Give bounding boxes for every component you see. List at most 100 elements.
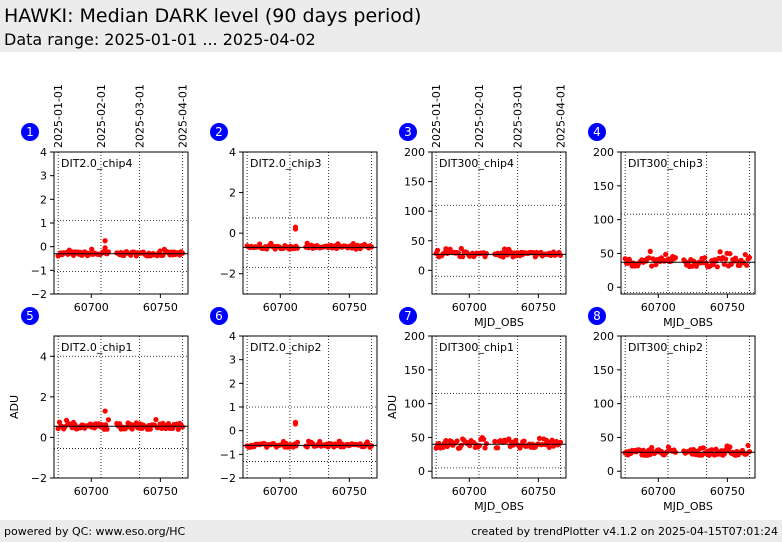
panel-6-outlier-point xyxy=(292,421,299,427)
panel-5-y-tick-label: 4 xyxy=(40,350,47,363)
panel-6-series-label: DIT2.0_chip2 xyxy=(250,341,321,354)
top-date-tick-label: 2025-01-01 xyxy=(430,84,443,148)
panel-4-data-point xyxy=(746,254,753,261)
panel-4-data-point xyxy=(646,255,652,261)
panel-4-data-point xyxy=(672,255,679,261)
panel-8-y-tick-label: 150 xyxy=(593,364,614,377)
panel-3-y-tick-label: 150 xyxy=(404,176,425,189)
panel-2-y-tick-label: −2 xyxy=(220,268,236,281)
top-date-tick-label: 2025-03-01 xyxy=(134,84,147,148)
panel-1-number-badge xyxy=(21,123,39,141)
panel-7-y-tick-label: 150 xyxy=(404,364,425,377)
panel-7-series-label: DIT300_chip1 xyxy=(439,341,514,354)
panel-5-data-point xyxy=(105,417,112,423)
panel-3-y-tick-label: 0 xyxy=(418,264,425,277)
panel-5-y-axis-label: ADU xyxy=(8,395,21,419)
top-date-tick-label: 2025-02-01 xyxy=(95,84,108,148)
panel-6-data-point xyxy=(294,439,301,445)
panel-5-data-point xyxy=(104,426,110,432)
panel-4-data-point xyxy=(622,256,628,262)
panel-1-y-tick-label: 3 xyxy=(40,170,47,183)
panel-7-data-point xyxy=(440,444,446,451)
panel-7-data-point xyxy=(482,445,488,451)
panel-7-y-tick-label: 100 xyxy=(404,398,425,411)
panel-5-data-point xyxy=(179,424,186,430)
panel-8-number-badge-text: 8 xyxy=(593,309,601,323)
panel-2-data-point xyxy=(257,241,263,247)
panel-5-number-badge xyxy=(21,307,39,325)
panel-4-y-tick-label: 50 xyxy=(600,247,614,260)
panel-7-data-point xyxy=(458,442,464,448)
panel-7-y-tick-label: 50 xyxy=(411,431,425,444)
panel-5-data-point xyxy=(153,417,159,423)
panel-4-x-axis-label: MJD_OBS xyxy=(663,316,713,329)
panel-1-outlier-point xyxy=(102,245,108,251)
panel-3-x-tick-label: 60700 xyxy=(452,301,487,314)
panel-1-number-badge-text: 1 xyxy=(26,125,34,139)
panel-4-data-point xyxy=(717,249,723,255)
panel-3-data-point xyxy=(483,250,490,257)
panel-5-data-point xyxy=(147,426,153,432)
panel-8-y-tick-label: 0 xyxy=(607,465,614,478)
panel-3-data-point xyxy=(557,252,564,258)
panel-5-x-tick-label: 60700 xyxy=(74,485,109,498)
panel-2-outlier-point xyxy=(292,226,299,232)
panel-5-data-point xyxy=(175,426,181,432)
panel-1-y-tick-label: −1 xyxy=(31,264,47,277)
panel-7-data-point xyxy=(543,437,550,443)
panel-3-data-point xyxy=(443,246,449,252)
panel-6-x-tick-label: 60700 xyxy=(263,485,298,498)
panel-1-series-label: DIT2.0_chip4 xyxy=(61,157,132,170)
panel-7-plot-frame xyxy=(431,335,567,479)
top-date-tick-label: 2025-03-01 xyxy=(512,84,525,148)
panel-1-y-tick-label: 1 xyxy=(40,217,47,230)
panel-5-y-tick-label: 2 xyxy=(40,391,47,404)
panel-4-number-badge xyxy=(588,123,606,141)
panel-7-data-point xyxy=(546,444,552,451)
report-title: HAWKI: Median DARK level (90 days period… xyxy=(4,5,422,27)
panel-4-data-point xyxy=(721,261,727,267)
panel-1-y-tick-label: −2 xyxy=(31,288,47,301)
panel-3-data-point xyxy=(501,246,508,252)
panel-4-data-point xyxy=(702,255,708,261)
panel-6-y-tick-label: 3 xyxy=(229,354,236,367)
panel-1-y-tick-label: 4 xyxy=(40,146,47,159)
panel-6-y-tick-label: 1 xyxy=(229,401,236,414)
report-subtitle: Data range: 2025-01-01 ... 2025-04-02 xyxy=(4,30,316,49)
panel-2-data-point xyxy=(350,240,356,247)
panel-8-data-point xyxy=(690,446,697,453)
panel-5-y-tick-label: −2 xyxy=(31,472,47,485)
panel-5-x-tick-label: 60750 xyxy=(143,485,178,498)
panel-4-x-tick-label: 60750 xyxy=(710,301,745,314)
panel-8-x-tick-label: 60750 xyxy=(710,485,745,498)
panel-3-y-tick-label: 50 xyxy=(411,235,425,248)
panel-6-y-tick-label: 4 xyxy=(229,330,236,343)
panel-6-data-point xyxy=(317,438,323,445)
panel-2-y-tick-label: 4 xyxy=(229,146,236,159)
panel-8-data-point xyxy=(709,447,715,453)
report-header: HAWKI: Median DARK level (90 days period… xyxy=(0,0,782,52)
panel-1-data-point xyxy=(157,248,163,254)
panel-7-x-tick-label: 60700 xyxy=(452,485,487,498)
panel-7-data-point xyxy=(443,437,449,444)
panel-7-data-point xyxy=(483,441,490,447)
panel-5-series-label: DIT2.0_chip1 xyxy=(61,341,132,354)
panel-1-data-point xyxy=(105,249,112,255)
panel-3-data-point xyxy=(458,245,464,252)
panel-4-data-point xyxy=(742,251,748,258)
top-date-tick-label: 2025-01-01 xyxy=(52,84,65,148)
panel-8-x-tick-label: 60700 xyxy=(641,485,676,498)
panel-6-y-tick-label: −2 xyxy=(220,472,236,485)
panel-5-y-tick-label: 0 xyxy=(40,431,47,444)
panel-1-plot-frame xyxy=(53,151,189,295)
panel-5-outlier-point xyxy=(102,408,108,414)
panel-6-x-tick-label: 60750 xyxy=(332,485,367,498)
panel-6-number-badge xyxy=(210,307,228,325)
panel-7-data-point xyxy=(513,437,519,443)
panel-4-x-tick-label: 60700 xyxy=(641,301,676,314)
panel-4-series-label: DIT300_chip3 xyxy=(628,157,703,170)
panel-8-number-badge xyxy=(588,307,606,325)
panel-5-plot-frame xyxy=(53,335,189,479)
panel-2-series-label: DIT2.0_chip3 xyxy=(250,157,321,170)
